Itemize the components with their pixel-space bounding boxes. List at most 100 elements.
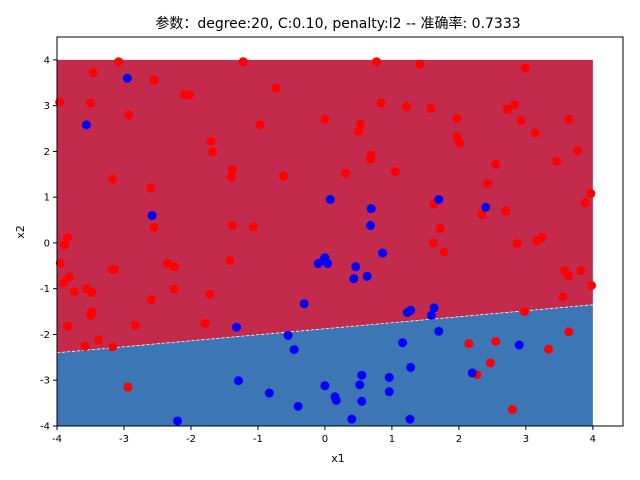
scatter-point	[320, 381, 330, 391]
scatter-point	[507, 405, 517, 415]
scatter-point	[146, 183, 156, 193]
scatter-point	[481, 202, 491, 212]
scatter-point	[289, 345, 299, 355]
scatter-point	[376, 98, 386, 108]
axes-frame	[56, 36, 624, 427]
scatter-point	[564, 327, 574, 337]
scatter-point	[434, 326, 444, 336]
scatter-point	[390, 167, 400, 177]
scatter-point	[341, 168, 351, 178]
scatter-point	[435, 223, 445, 233]
scatter-point	[169, 262, 179, 272]
scatter-point	[580, 198, 590, 208]
scatter-point	[331, 395, 341, 405]
scatter-point	[234, 376, 244, 386]
scatter-point	[169, 284, 179, 294]
scatter-point	[357, 396, 367, 406]
scatter-point	[88, 68, 98, 78]
scatter-point	[225, 255, 235, 265]
scatter-point	[552, 156, 562, 166]
scatter-point	[323, 259, 333, 269]
y-tick-label: 4	[44, 55, 50, 66]
scatter-point	[351, 262, 361, 272]
scatter-point	[353, 126, 363, 136]
scatter-point	[64, 272, 74, 282]
scatter-point	[516, 116, 526, 126]
x-tick-label: -4	[52, 434, 62, 445]
scatter-point	[415, 59, 425, 69]
scatter-point	[149, 75, 159, 85]
scatter-point	[402, 102, 412, 112]
scatter-point	[63, 232, 73, 242]
x-tick-label: -1	[253, 434, 263, 445]
scatter-point	[124, 110, 134, 120]
scatter-point	[114, 57, 124, 67]
scatter-point	[207, 147, 217, 157]
scatter-point	[455, 138, 465, 148]
scatter-point	[147, 210, 157, 220]
decision-regions	[56, 59, 593, 426]
scatter-point	[80, 341, 90, 351]
x-tick-label: 2	[456, 434, 462, 445]
scatter-point	[402, 308, 412, 317]
scatter-point	[185, 90, 195, 100]
scatter-point	[467, 368, 477, 378]
scatter-point	[173, 416, 183, 426]
scatter-point	[107, 264, 117, 274]
y-tick-label: -4	[40, 422, 50, 433]
scatter-point	[502, 104, 512, 114]
scatter-point	[587, 281, 597, 290]
scatter-point	[163, 259, 173, 269]
scatter-point	[434, 194, 444, 204]
scatter-point	[248, 222, 258, 232]
scatter-point	[439, 247, 449, 257]
scatter-point	[530, 128, 540, 138]
scatter-point	[108, 342, 118, 352]
scatter-point	[572, 146, 582, 155]
scatter-point	[122, 73, 132, 83]
y-tick-label: 0	[44, 238, 50, 249]
x-tick-label: 1	[389, 434, 395, 445]
y-tick-label: 3	[44, 101, 50, 112]
scatter-point	[429, 303, 439, 313]
region-lower	[57, 304, 593, 426]
scatter-point	[299, 299, 309, 309]
scatter-point	[206, 136, 216, 146]
scatter-point	[501, 206, 511, 216]
x-tick-label: -2	[186, 434, 196, 445]
scatter-point	[428, 238, 438, 248]
scatter-point	[278, 171, 288, 181]
scatter-point	[509, 100, 519, 110]
scatter-point	[564, 114, 574, 124]
scatter-point	[564, 271, 574, 281]
scatter-point	[238, 57, 248, 67]
scatter-point	[59, 278, 69, 288]
scatter-point	[59, 240, 69, 250]
scatter-point	[81, 120, 91, 130]
scatter-point	[108, 174, 118, 184]
scatter-point	[357, 370, 367, 380]
scatter-point	[200, 318, 210, 328]
scatter-point	[426, 103, 436, 113]
scatter-point	[464, 339, 474, 349]
scatter-point	[255, 120, 265, 130]
scatter-point	[372, 57, 382, 67]
data-points	[55, 57, 597, 426]
scatter-point	[85, 310, 95, 320]
x-axis-ticks: -4 -3 -2 -1 0 1 2 3 4	[52, 426, 596, 445]
scatter-point	[130, 320, 140, 330]
plot-area	[55, 36, 624, 427]
scatter-point	[362, 271, 372, 281]
scatter-point	[283, 330, 293, 340]
scatter-point	[485, 358, 495, 368]
scatter-point	[85, 98, 95, 108]
scatter-point	[426, 310, 436, 320]
scatter-point	[355, 119, 365, 129]
x-tick-label: -3	[119, 434, 129, 445]
x-tick-label: 3	[523, 434, 529, 445]
scatter-point	[491, 159, 501, 169]
scatter-point	[365, 154, 375, 164]
scatter-point	[123, 382, 133, 392]
scatter-point	[491, 336, 501, 346]
